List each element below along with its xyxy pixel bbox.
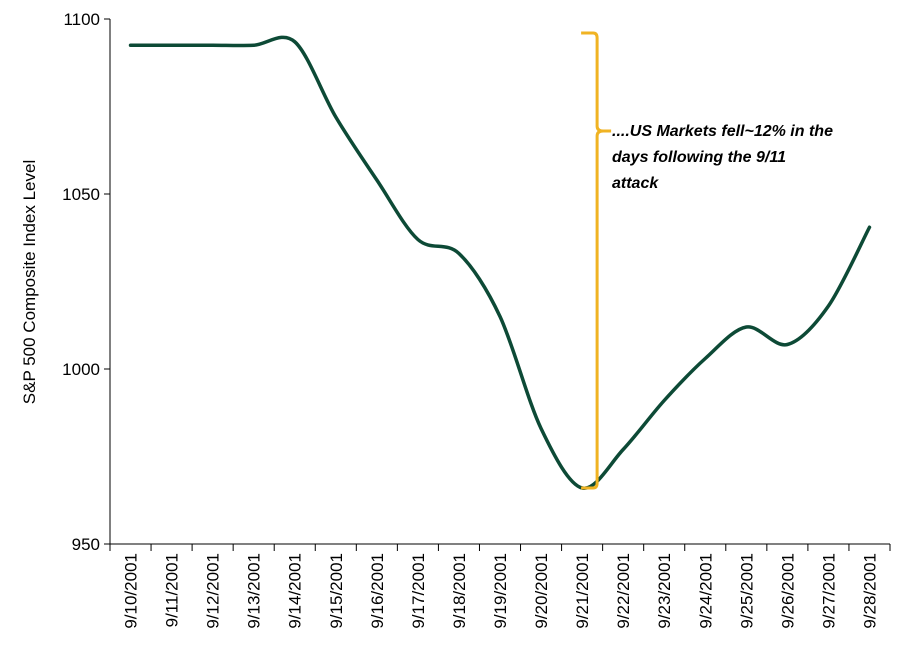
x-tick-label: 9/26/2001 [778, 553, 797, 629]
x-tick-label: 9/12/2001 [204, 553, 223, 629]
x-tick-label: 9/16/2001 [368, 553, 387, 629]
data-point [621, 448, 625, 452]
x-tick-label: 9/13/2001 [245, 553, 264, 629]
y-tick-label: 950 [72, 535, 100, 554]
x-tick-label: 9/25/2001 [737, 553, 756, 629]
data-point [457, 252, 461, 256]
data-point [170, 43, 174, 47]
x-tick-label: 9/21/2001 [573, 553, 592, 629]
x-tick-label: 9/15/2001 [327, 553, 346, 629]
data-point [703, 357, 707, 361]
x-tick-label: 9/19/2001 [491, 553, 510, 629]
data-point [129, 43, 133, 47]
data-point [744, 325, 748, 329]
x-tick-label: 9/23/2001 [655, 553, 674, 629]
data-point [867, 225, 871, 229]
x-tick-label: 9/11/2001 [163, 553, 182, 627]
x-tick-label: 9/10/2001 [122, 553, 141, 629]
data-point [293, 40, 297, 44]
data-point [539, 427, 543, 431]
x-tick-label: 9/14/2001 [286, 553, 305, 629]
y-axis-title: S&P 500 Composite Index Level [20, 160, 39, 404]
x-tick-label: 9/28/2001 [860, 553, 879, 629]
y-axis: 950 1000 1050 1100 [62, 10, 111, 554]
data-point [662, 399, 666, 403]
x-tick-label: 9/22/2001 [614, 553, 633, 629]
x-tick-label: 9/18/2001 [450, 553, 469, 629]
series-line [128, 35, 872, 490]
data-point [211, 43, 215, 47]
annotation-bracket [581, 31, 612, 490]
y-tick-label: 1050 [62, 185, 100, 204]
data-point [785, 343, 789, 347]
data-point [334, 115, 338, 119]
data-point [498, 315, 502, 319]
data-point [375, 178, 379, 182]
y-tick-label: 1000 [62, 360, 100, 379]
x-tick-label: 9/27/2001 [819, 553, 838, 629]
x-tick-label: 9/17/2001 [409, 553, 428, 629]
data-point [252, 43, 256, 47]
y-tick-label: 1100 [63, 10, 100, 29]
data-point [826, 304, 830, 308]
x-tick-label: 9/20/2001 [532, 553, 551, 629]
data-point [416, 238, 420, 242]
x-tick-label: 9/24/2001 [696, 553, 715, 629]
x-axis: 9/10/2001 9/11/2001 9/12/2001 9/13/2001 9/14… [109, 543, 891, 629]
annotation-text: ....US Markets fell~12% in the days follo… [612, 123, 833, 192]
